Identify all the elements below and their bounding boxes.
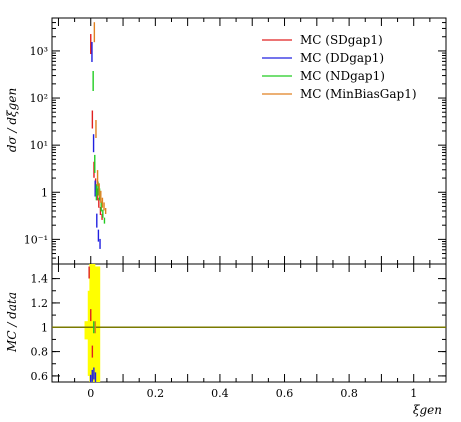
ratio-data-band: [84, 264, 101, 382]
main-series-1: [91, 41, 101, 249]
main-plot-frame: [51, 17, 447, 265]
ratio-series-1: [89, 367, 97, 382]
x-axis-label: ξgen: [413, 403, 442, 417]
ratio-series-0: [88, 266, 94, 358]
x-tick-label: 0.6: [276, 387, 294, 400]
x-tick-label: 0.2: [147, 387, 165, 400]
ratio-y-tick-label: 1: [41, 321, 48, 334]
ratio-y-tick-label: 0.6: [31, 370, 49, 383]
main-y-axis-label: dσ / dξgen: [5, 88, 19, 152]
main-series-3: [93, 22, 107, 215]
main-y-tick-label: 1: [41, 186, 48, 199]
legend-label: MC (DDgap1): [300, 51, 384, 65]
main-y-tick-label: 10²: [30, 92, 48, 105]
x-tick-label: 1: [410, 387, 417, 400]
legend-label: MC (SDgap1): [300, 33, 383, 47]
ratio-y-tick-label: 1.2: [31, 297, 49, 310]
main-y-tick-label: 10¹: [30, 139, 48, 152]
ratio-plot-frame: [51, 263, 447, 383]
legend-label: MC (MinBiasGap1): [300, 87, 417, 101]
ratio-y-tick-label: 0.8: [31, 346, 49, 359]
legend-label: MC (NDgap1): [300, 69, 385, 83]
ratio-y-axis-label: MC / data: [5, 292, 19, 353]
ratio-band-segment: [84, 321, 91, 340]
x-tick-label: 0: [87, 387, 94, 400]
ratio-band-segment: [94, 266, 101, 382]
main-y-tick-label: 10⁻¹: [24, 233, 48, 246]
x-tick-label: 0.8: [340, 387, 358, 400]
ratio-y-tick-label: 1.4: [31, 273, 49, 286]
main-y-tick-label: 10³: [30, 45, 48, 58]
x-tick-label: 0.4: [211, 387, 229, 400]
legend: MC (SDgap1) MC (DDgap1) MC (NDgap1) MC (Min…: [262, 33, 417, 101]
